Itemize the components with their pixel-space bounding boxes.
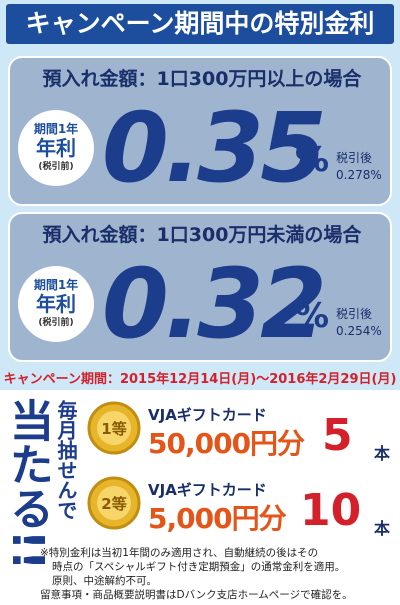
prize-amount: 5,000円分 (148, 502, 287, 535)
condition: 預入れ金額：1口300万円未満の場合 (42, 224, 362, 246)
prize-name: VJAギフトカード (148, 406, 267, 424)
medal-inner (97, 411, 131, 445)
note: ※特別金利は当初1年間のみ適用され、自動継続の後はその (40, 547, 319, 559)
medals: 1等 2等 (87, 401, 141, 530)
campaign-period: キャンペーン期間：2015年12月14日(月)～2016年2月29日(月) (3, 372, 397, 387)
rate-panel: 預入れ金額：1口300万円以上の場合 期間1年 年利 (税引前) 0.35 % … (8, 56, 392, 206)
rate-label: 年利 (36, 136, 76, 160)
rate-unit: % (295, 140, 330, 180)
note: 原則、中途解約不可。 (52, 575, 157, 587)
title: キャンペーン期間中の特別金利 (6, 4, 394, 44)
rate-unit: % (295, 296, 330, 336)
rate-note: (税引前) (38, 318, 74, 328)
rate-label: 年利 (36, 292, 76, 316)
prize-count: 10 (300, 485, 362, 536)
condition: 預入れ金額：1口300万円以上の場合 (42, 68, 362, 90)
after-tax: 税引後 0.254% (336, 306, 382, 340)
rate-note: (税引前) (38, 162, 74, 172)
rate: 0.32 (102, 248, 327, 360)
period-label: 期間1年 (33, 278, 79, 292)
after-tax-label: 税引後 (336, 307, 373, 321)
notes: ※特別金利は当初1年間のみ適用され、自動継続の後はその 時点の「スペシャルギフト… (40, 546, 353, 602)
after-tax-label: 税引後 (336, 151, 373, 165)
after-tax-rate: 0.254% (336, 324, 382, 338)
after-tax-rate: 0.278% (336, 168, 382, 182)
lead: 毎月抽せんで (54, 400, 78, 520)
rank: 2等 (101, 495, 126, 513)
rate-badge: 期間1年 年利 (税引前) (18, 266, 94, 342)
rank: 1等 (101, 420, 126, 438)
medal-inner (97, 486, 131, 520)
prize-name: VJAギフトカード (148, 481, 267, 499)
prize-amount: 50,000円分 (148, 427, 305, 460)
note: 時点の「スペシャルギフト付き定期預金」の通常金利を適用。 (52, 561, 346, 573)
period-label: 期間1年 (33, 122, 79, 136)
rate-panel: 預入れ金額：1口300万円未満の場合 期間1年 年利 (税引前) 0.32 % … (8, 212, 392, 362)
prize-count: 5 (322, 410, 353, 461)
rate: 0.35 (102, 92, 327, 204)
rate-badge: 期間1年 年利 (税引前) (18, 110, 94, 186)
note: 留意事項・商品概要説明書はDバンク支店ホームページで確認を。 (40, 589, 353, 601)
after-tax: 税引後 0.278% (336, 150, 382, 184)
count-unit: 本 (374, 444, 391, 463)
count-unit: 本 (374, 519, 391, 538)
headline: 当たる!! (2, 398, 53, 571)
